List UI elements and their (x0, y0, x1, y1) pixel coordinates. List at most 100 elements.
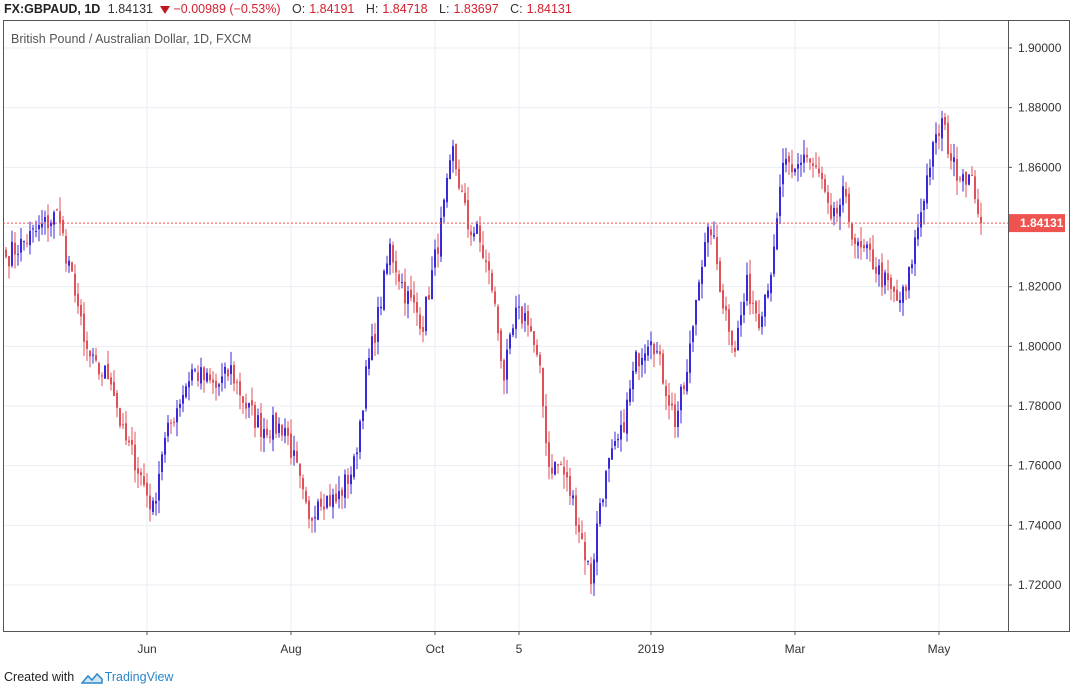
candle-down (428, 295, 430, 300)
price-tick-label: 1.90000 (1018, 41, 1062, 55)
candle-down (812, 163, 814, 166)
candle-down (503, 360, 505, 381)
footer-credit[interactable]: Created with TradingView (4, 670, 173, 685)
price-tick-label: 1.78000 (1018, 399, 1062, 413)
candle-down (959, 178, 961, 180)
candle-down (116, 392, 118, 408)
candle-up (200, 367, 202, 384)
candle-down (875, 267, 877, 274)
candle-up (452, 146, 454, 161)
candle-down (638, 353, 640, 367)
candle-down (170, 422, 172, 424)
price-tick-label: 1.74000 (1018, 518, 1062, 532)
candle-down (758, 314, 760, 329)
open-label: O: (291, 2, 306, 16)
candle-down (77, 293, 79, 307)
candle-down (413, 295, 415, 303)
candle-down (683, 385, 685, 390)
chart-area[interactable]: 1.900001.880001.860001.840001.820001.800… (3, 20, 1070, 660)
candle-up (842, 186, 844, 206)
candle-down (404, 281, 406, 304)
candle-down (860, 241, 862, 248)
candle-down (905, 286, 907, 292)
candle-up (932, 142, 934, 167)
candle-up (401, 282, 403, 284)
candle-up (746, 274, 748, 301)
candle-up (509, 334, 511, 349)
candle-down (65, 235, 67, 264)
candle-up (446, 177, 448, 203)
candle-down (980, 216, 982, 224)
candle-up (707, 226, 709, 243)
candle-up (644, 353, 646, 361)
candle-down (824, 179, 826, 192)
candle-up (647, 346, 649, 356)
candle-down (836, 207, 838, 214)
candle-up (833, 207, 835, 217)
candle-down (134, 444, 136, 471)
price-tick-label: 1.72000 (1018, 578, 1062, 592)
candle-up (620, 424, 622, 440)
candle-up (743, 302, 745, 316)
candle-down (227, 369, 229, 377)
candle-up (473, 233, 475, 237)
candle-up (608, 457, 610, 469)
time-tick-label: Oct (426, 642, 445, 656)
candle-down (482, 245, 484, 258)
candle-up (617, 438, 619, 441)
candle-down (311, 517, 313, 521)
candle-up (572, 495, 574, 499)
candle-down (242, 396, 244, 403)
candle-down (395, 260, 397, 273)
candle-down (275, 413, 277, 434)
candle-down (95, 355, 97, 361)
candle-down (212, 379, 214, 383)
candle-down (479, 225, 481, 243)
price-change: −0.00989 (−0.53%) (160, 2, 284, 16)
candle-down (869, 243, 871, 250)
candle-down (131, 440, 133, 445)
candle-down (236, 381, 238, 383)
candle-down (533, 331, 535, 345)
candle-down (950, 153, 952, 161)
candle-down (209, 374, 211, 381)
candle-down (197, 372, 199, 382)
candle-down (893, 286, 895, 292)
candle-down (467, 200, 469, 230)
created-with-text: Created with (4, 670, 75, 684)
candle-down (86, 340, 88, 349)
candlestick-chart[interactable]: 1.900001.880001.860001.840001.820001.800… (3, 20, 1070, 660)
candle-down (545, 406, 547, 444)
candle-up (797, 164, 799, 169)
candle-up (701, 267, 703, 284)
candle-down (725, 306, 727, 311)
candle-up (923, 201, 925, 211)
candle-down (260, 412, 262, 437)
candle-up (794, 168, 796, 173)
candle-down (566, 472, 568, 478)
candle-up (677, 410, 679, 427)
candle-up (656, 351, 658, 353)
ohlc-high: H: 1.84718 (366, 2, 432, 16)
time-tick-label: May (928, 642, 951, 656)
candle-up (248, 403, 250, 408)
candle-down (299, 463, 301, 476)
candle-down (341, 489, 343, 496)
candle-up (962, 174, 964, 182)
candle-up (179, 404, 181, 408)
candle-down (977, 199, 979, 215)
candle-down (269, 436, 271, 438)
candle-up (263, 429, 265, 439)
candle-up (317, 501, 319, 520)
candle-up (194, 369, 196, 371)
candle-up (230, 365, 232, 375)
candle-up (32, 228, 34, 230)
symbol-header: FX:GBPAUD, 1D 1.84131 −0.00989 (−0.53%) … (4, 2, 580, 18)
candle-up (224, 366, 226, 374)
candle-down (149, 495, 151, 510)
candle-down (818, 168, 820, 174)
candle-up (866, 244, 868, 249)
time-tick-label: Aug (280, 642, 301, 656)
open-value: 1.84191 (309, 2, 355, 16)
candle-down (788, 155, 790, 163)
